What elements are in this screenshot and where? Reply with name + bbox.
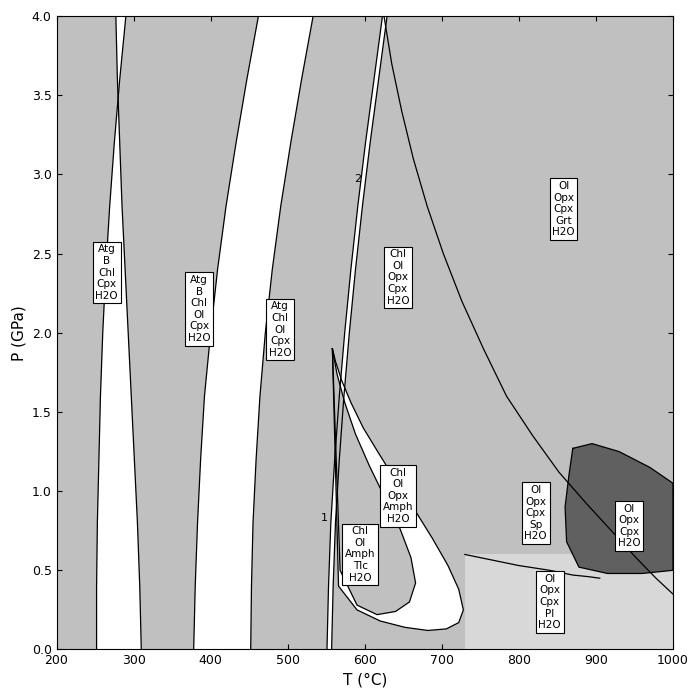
Y-axis label: P (GPa): P (GPa) bbox=[11, 305, 26, 361]
Polygon shape bbox=[97, 16, 141, 649]
Text: Atg
B
Chl
Ol
Cpx
H2O: Atg B Chl Ol Cpx H2O bbox=[188, 275, 211, 343]
Polygon shape bbox=[332, 349, 463, 630]
Polygon shape bbox=[332, 349, 416, 614]
Text: 1: 1 bbox=[321, 513, 328, 523]
Text: Chl
Ol
Opx
Amph
H2O: Chl Ol Opx Amph H2O bbox=[383, 468, 413, 524]
Text: Ol
Opx
Cpx
H2O: Ol Opx Cpx H2O bbox=[617, 503, 640, 549]
Polygon shape bbox=[565, 444, 673, 573]
Polygon shape bbox=[327, 16, 387, 649]
Text: Chl
Ol
Opx
Cpx
H2O: Chl Ol Opx Cpx H2O bbox=[386, 249, 410, 305]
Text: Ol
Opx
Cpx
Sp
H2O: Ol Opx Cpx Sp H2O bbox=[524, 485, 547, 542]
Polygon shape bbox=[465, 554, 673, 649]
X-axis label: T (°C): T (°C) bbox=[342, 673, 387, 688]
Text: Ol
Opx
Cpx
Pl
H2O: Ol Opx Cpx Pl H2O bbox=[538, 574, 561, 630]
Text: Atg
Chl
Ol
Cpx
H2O: Atg Chl Ol Cpx H2O bbox=[269, 301, 291, 358]
Text: Ol
Opx
Cpx
Grt
H2O: Ol Opx Cpx Grt H2O bbox=[552, 181, 575, 238]
Polygon shape bbox=[194, 16, 313, 649]
Text: Atg
B
Chl
Cpx
H2O: Atg B Chl Cpx H2O bbox=[95, 245, 118, 301]
Text: 2: 2 bbox=[354, 174, 361, 185]
Text: Chl
Ol
Amph
Tlc
H2O: Chl Ol Amph Tlc H2O bbox=[345, 526, 375, 583]
